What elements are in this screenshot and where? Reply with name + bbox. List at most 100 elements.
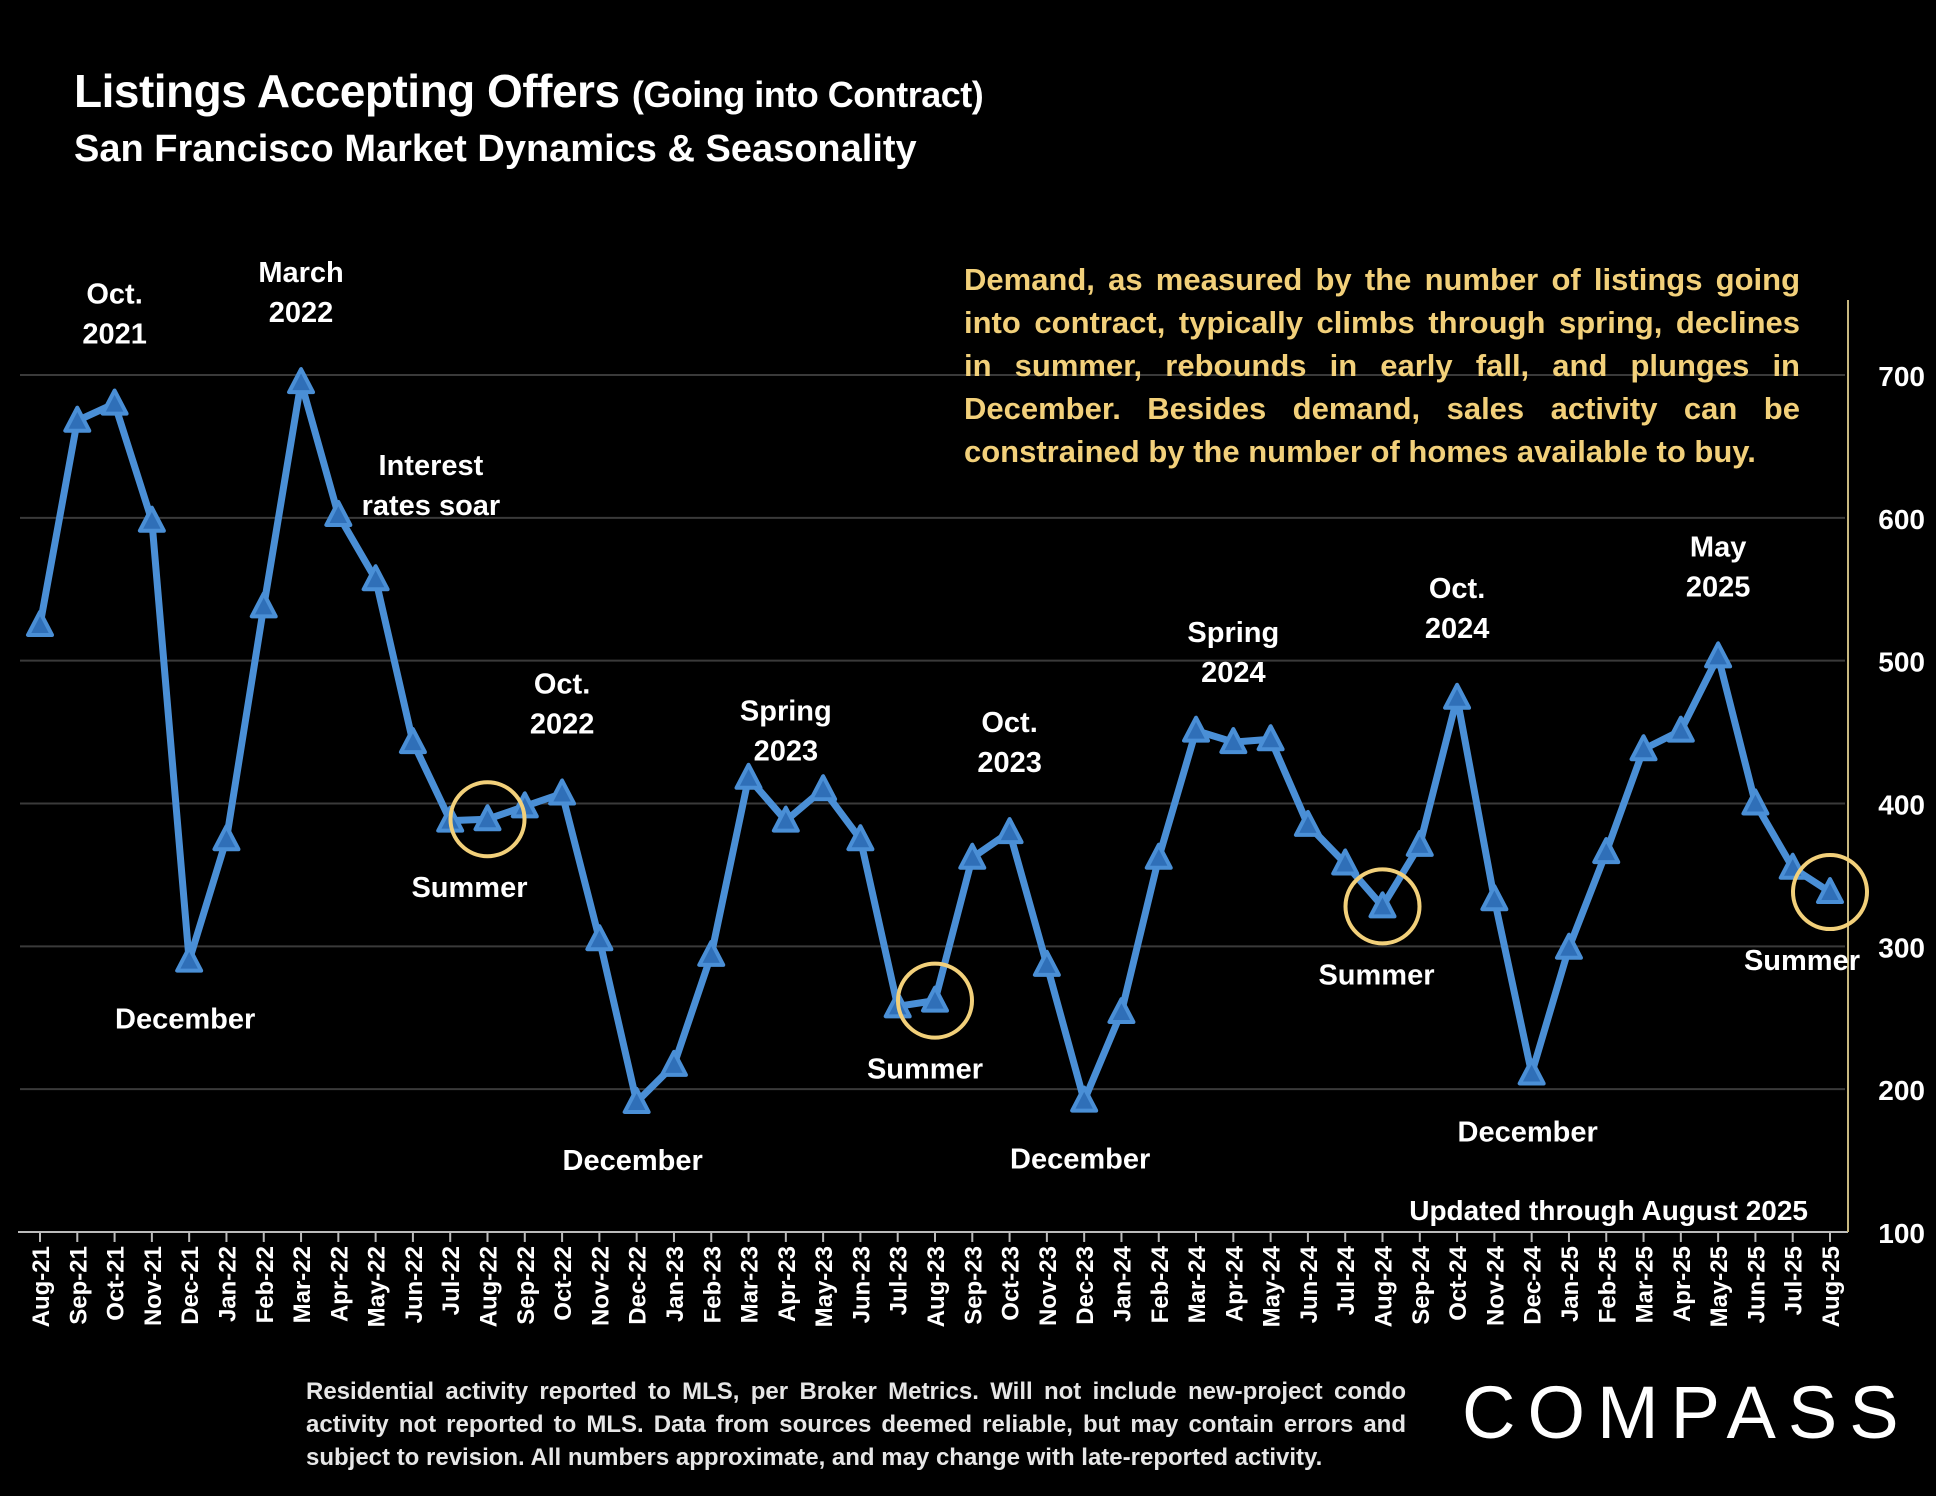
data-point — [26, 609, 54, 637]
data-point — [175, 945, 204, 973]
y-tick-label: 500 — [1878, 647, 1925, 678]
data-point — [734, 762, 763, 790]
y-tick-label: 200 — [1878, 1075, 1925, 1106]
data-point — [1517, 1058, 1546, 1086]
data-point — [212, 824, 241, 852]
data-point — [63, 405, 92, 433]
x-tick-label: Mar-23 — [737, 1246, 764, 1323]
data-point — [1032, 949, 1061, 977]
compass-logo: COMPASS — [1462, 1371, 1911, 1454]
annotation-label: December — [1458, 1116, 1598, 1148]
x-tick-label: Dec-24 — [1520, 1245, 1547, 1324]
annotation-label: December — [1010, 1144, 1150, 1176]
data-point — [1443, 682, 1472, 710]
x-tick-label: Jan-22 — [214, 1246, 241, 1322]
x-tick-label: Jun-22 — [401, 1246, 428, 1323]
chart-title: Listings Accepting Offers (Going into Co… — [74, 64, 984, 118]
y-tick-label: 400 — [1878, 790, 1925, 821]
data-point — [1331, 848, 1360, 876]
data-point — [1368, 891, 1397, 919]
x-tick-label: Aug-25 — [1818, 1246, 1845, 1327]
annotation-label: 2023 — [754, 736, 819, 768]
annotation-label: 2022 — [269, 297, 334, 329]
data-point — [287, 367, 316, 395]
source-footnote: Residential activity reported to MLS, pe… — [306, 1378, 1406, 1471]
x-tick-label: Mar-22 — [289, 1246, 316, 1323]
x-tick-label: May-23 — [811, 1246, 838, 1327]
chart-title-main: Listings Accepting Offers — [74, 65, 620, 117]
x-tick-label: Apr-22 — [326, 1246, 353, 1322]
x-tick-label: Jul-22 — [438, 1246, 465, 1315]
x-tick-label: Aug-24 — [1371, 1245, 1398, 1327]
data-point — [100, 388, 129, 416]
annotation-label: May — [1690, 531, 1746, 563]
data-point — [1182, 715, 1211, 743]
x-tick-label: Dec-23 — [1072, 1246, 1099, 1325]
data-point — [1816, 877, 1844, 905]
x-tick-label: Nov-23 — [1035, 1246, 1062, 1326]
x-tick-label: Nov-24 — [1482, 1245, 1509, 1326]
annotation-label: Summer — [867, 1054, 983, 1086]
annotation-label: Spring — [740, 696, 832, 728]
annotation-label: Summer — [411, 872, 527, 904]
data-point — [1293, 809, 1322, 837]
x-tick-label: Mar-24 — [1184, 1245, 1211, 1323]
x-tick-label: Jan-24 — [1109, 1245, 1136, 1322]
annotation-label: 2024 — [1201, 657, 1266, 689]
summer-highlight-circle — [896, 961, 974, 1040]
x-tick-label: Sep-24 — [1408, 1245, 1435, 1324]
data-point — [1629, 734, 1658, 762]
annotation-label: Oct. — [981, 707, 1037, 739]
summer-highlight-circle — [1791, 853, 1869, 932]
x-tick-label: Nov-22 — [587, 1246, 614, 1326]
data-point — [398, 727, 427, 755]
annotation-label: 2025 — [1686, 571, 1751, 603]
data-point — [1480, 884, 1509, 912]
data-point — [249, 591, 278, 619]
data-point — [659, 1049, 688, 1077]
x-tick-label: Oct-23 — [998, 1246, 1025, 1321]
x-tick-label: Jun-25 — [1743, 1246, 1770, 1323]
data-point — [1405, 829, 1434, 857]
annotation-label: December — [563, 1145, 703, 1177]
data-point — [995, 817, 1024, 845]
x-tick-label: Feb-25 — [1594, 1246, 1621, 1323]
chart-subtitle: San Francisco Market Dynamics & Seasonal… — [74, 128, 917, 170]
annotation-label: Spring — [1187, 617, 1279, 649]
annotation-label: Oct. — [86, 279, 142, 311]
x-tick-label: Jul-24 — [1333, 1245, 1360, 1315]
annotation-label: Oct. — [1429, 573, 1485, 605]
x-tick-label: Sep-22 — [513, 1246, 540, 1325]
x-tick-label: May-22 — [364, 1246, 391, 1327]
x-tick-label: Jun-23 — [848, 1246, 875, 1323]
x-tick-label: May-24 — [1259, 1245, 1286, 1327]
annotation-label: Oct. — [534, 669, 590, 701]
data-point — [548, 778, 577, 806]
data-point — [137, 505, 166, 533]
x-tick-label: Oct-24 — [1445, 1245, 1472, 1320]
annotation-label: December — [115, 1004, 255, 1036]
x-tick-label: Apr-25 — [1669, 1246, 1696, 1322]
data-point — [1554, 932, 1583, 960]
x-tick-label: Jan-23 — [662, 1246, 689, 1322]
y-tick-label: 300 — [1878, 932, 1925, 963]
data-point — [1592, 837, 1621, 865]
data-point — [1741, 788, 1770, 816]
y-tick-label: 100 — [1878, 1218, 1925, 1249]
data-point — [1144, 842, 1173, 870]
x-tick-label: Jul-23 — [886, 1246, 913, 1315]
data-point — [1219, 727, 1248, 755]
x-tick-label: Aug-21 — [28, 1246, 55, 1327]
annotation-label: Summer — [1744, 945, 1860, 977]
data-point — [622, 1087, 651, 1115]
annotation-label: 2021 — [82, 319, 147, 351]
data-point — [361, 564, 390, 592]
x-tick-label: Aug-22 — [476, 1246, 503, 1327]
x-tick-label: Nov-21 — [140, 1246, 167, 1326]
y-tick-label: 600 — [1878, 504, 1925, 535]
annotation-label: rates soar — [362, 490, 501, 522]
x-tick-label: Sep-21 — [65, 1246, 92, 1325]
x-tick-label: Jul-25 — [1781, 1246, 1808, 1315]
chart-title-paren: (Going into Contract) — [631, 74, 984, 115]
